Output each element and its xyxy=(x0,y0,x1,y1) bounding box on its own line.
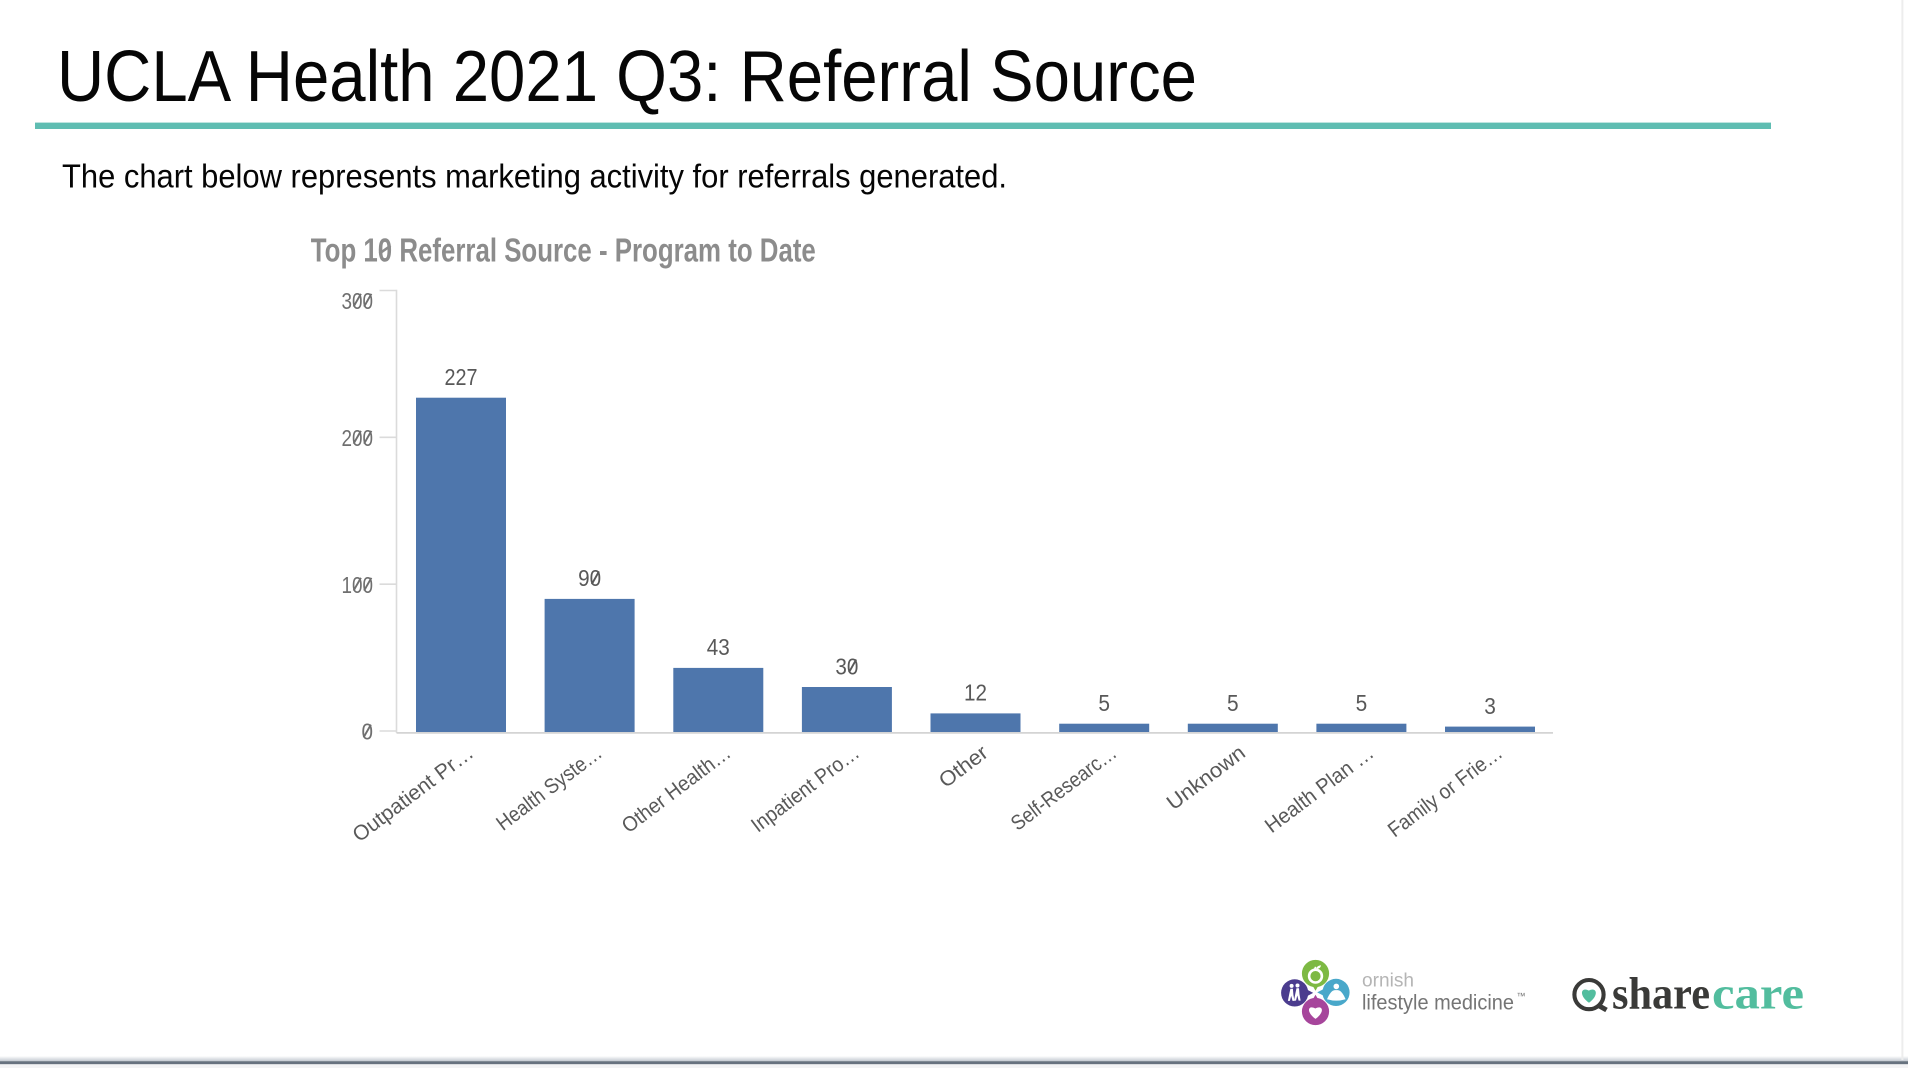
svg-text:227: 227 xyxy=(445,364,478,390)
svg-text:90: 90 xyxy=(578,565,601,591)
svg-text:Health Syste…: Health Syste… xyxy=(492,741,606,835)
svg-text:Top 10 Referral Source - Progr: Top 10 Referral Source - Program to Date xyxy=(311,231,816,268)
svg-text:Unknown: Unknown xyxy=(1162,741,1249,815)
svg-text:lifestyle medicine: lifestyle medicine xyxy=(1362,991,1514,1015)
svg-text:5: 5 xyxy=(1227,690,1239,716)
svg-text:UCLA Health 2021 Q3: Referral: UCLA Health 2021 Q3: Referral Source xyxy=(57,36,1197,117)
svg-text:Health Plan …: Health Plan … xyxy=(1261,741,1379,838)
svg-text:Inpatient Pro…: Inpatient Pro… xyxy=(747,741,864,837)
svg-text:12: 12 xyxy=(964,680,987,706)
svg-text:ornish: ornish xyxy=(1362,970,1414,992)
svg-text:The chart below represents mar: The chart below represents marketing act… xyxy=(62,159,1007,196)
svg-text:43: 43 xyxy=(707,634,730,660)
svg-text:share: share xyxy=(1612,968,1710,1019)
svg-text:5: 5 xyxy=(1098,690,1110,716)
svg-text:Self-Researc…: Self-Researc… xyxy=(1007,741,1121,835)
svg-text:30: 30 xyxy=(835,653,858,679)
svg-text:Other Health…: Other Health… xyxy=(618,741,736,838)
svg-text:Other: Other xyxy=(935,741,993,792)
svg-text:Outpatient Pr…: Outpatient Pr… xyxy=(348,741,478,847)
svg-text:™: ™ xyxy=(1517,991,1526,1001)
svg-text:care: care xyxy=(1712,968,1804,1019)
svg-text:3: 3 xyxy=(1484,693,1496,719)
svg-text:5: 5 xyxy=(1356,690,1368,716)
svg-text:Family or Frie…: Family or Frie… xyxy=(1384,741,1507,842)
